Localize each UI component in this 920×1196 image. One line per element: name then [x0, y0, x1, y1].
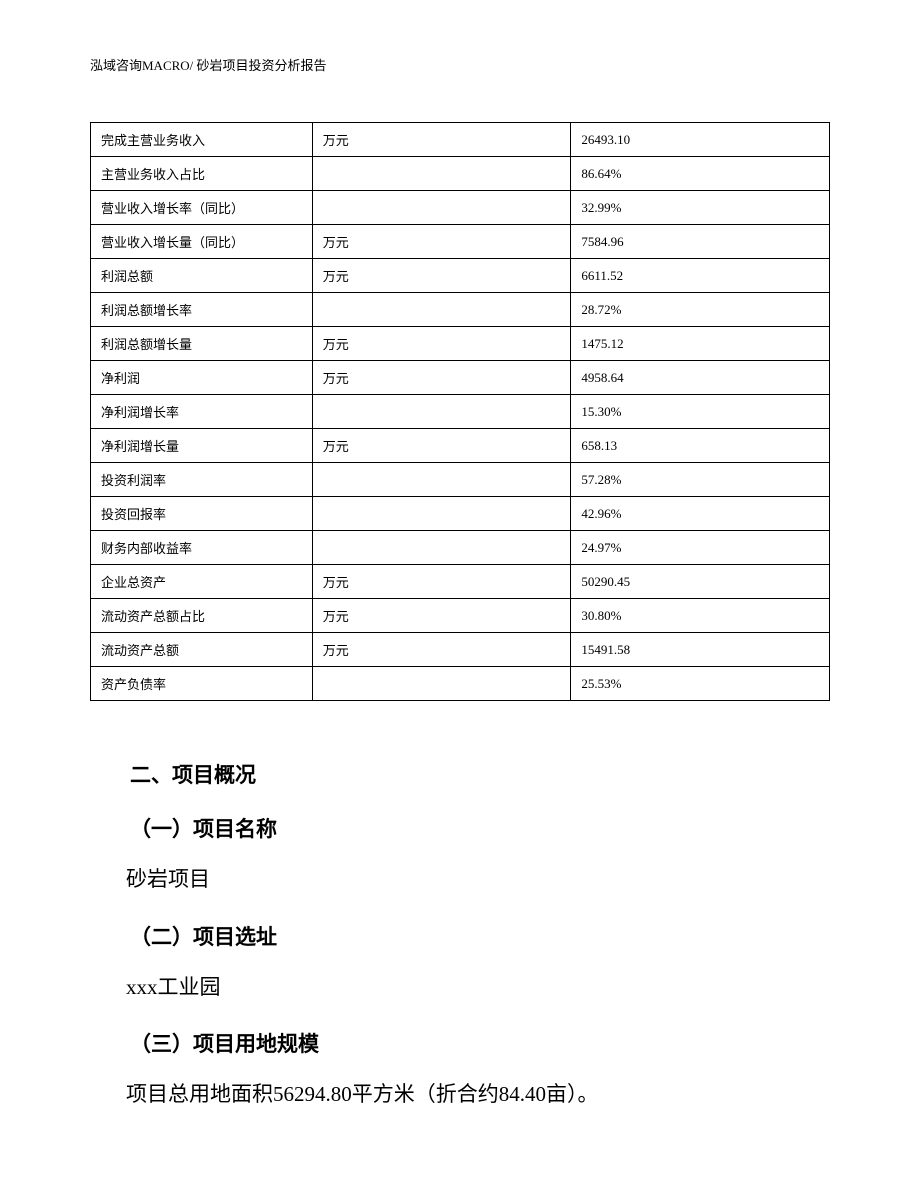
table-body: 完成主营业务收入 万元 26493.10 主营业务收入占比 86.64% 营业收… [91, 123, 830, 701]
subsection-body-3: 项目总用地面积56294.80平方米（折合约84.40亩）。 [130, 1078, 830, 1112]
subsection-title-2: （二）项目选址 [130, 921, 830, 951]
row-label: 净利润增长量 [91, 429, 313, 463]
subsection-body-1: 砂岩项目 [130, 863, 830, 897]
table-row: 营业收入增长率（同比） 32.99% [91, 191, 830, 225]
row-unit: 万元 [312, 633, 571, 667]
row-value: 6611.52 [571, 259, 830, 293]
subsection-title-1: （一）项目名称 [130, 813, 830, 843]
row-unit [312, 395, 571, 429]
row-unit [312, 531, 571, 565]
table-row: 完成主营业务收入 万元 26493.10 [91, 123, 830, 157]
table-row: 资产负债率 25.53% [91, 667, 830, 701]
row-unit: 万元 [312, 565, 571, 599]
row-unit [312, 463, 571, 497]
content-section: 二、项目概况 （一）项目名称 砂岩项目 （二）项目选址 xxx工业园 （三）项目… [90, 759, 830, 1112]
row-value: 1475.12 [571, 327, 830, 361]
table-row: 净利润增长率 15.30% [91, 395, 830, 429]
row-label: 利润总额 [91, 259, 313, 293]
row-value: 26493.10 [571, 123, 830, 157]
row-label: 流动资产总额占比 [91, 599, 313, 633]
table-row: 财务内部收益率 24.97% [91, 531, 830, 565]
row-label: 投资利润率 [91, 463, 313, 497]
row-unit: 万元 [312, 123, 571, 157]
section-title: 二、项目概况 [130, 759, 830, 789]
row-unit [312, 293, 571, 327]
table-row: 净利润 万元 4958.64 [91, 361, 830, 395]
page-header: 泓域咨询MACRO/ 砂岩项目投资分析报告 [90, 55, 830, 74]
row-value: 7584.96 [571, 225, 830, 259]
subsection-body-2: xxx工业园 [130, 971, 830, 1005]
row-unit [312, 497, 571, 531]
table-row: 主营业务收入占比 86.64% [91, 157, 830, 191]
table-row: 利润总额 万元 6611.52 [91, 259, 830, 293]
table-row: 流动资产总额 万元 15491.58 [91, 633, 830, 667]
row-label: 企业总资产 [91, 565, 313, 599]
row-label: 净利润增长率 [91, 395, 313, 429]
row-label: 资产负债率 [91, 667, 313, 701]
row-label: 完成主营业务收入 [91, 123, 313, 157]
row-unit: 万元 [312, 225, 571, 259]
row-unit: 万元 [312, 361, 571, 395]
row-value: 4958.64 [571, 361, 830, 395]
row-value: 15491.58 [571, 633, 830, 667]
table-row: 利润总额增长量 万元 1475.12 [91, 327, 830, 361]
row-label: 利润总额增长量 [91, 327, 313, 361]
table-row: 净利润增长量 万元 658.13 [91, 429, 830, 463]
row-unit [312, 157, 571, 191]
row-label: 利润总额增长率 [91, 293, 313, 327]
row-value: 25.53% [571, 667, 830, 701]
row-value: 658.13 [571, 429, 830, 463]
row-value: 32.99% [571, 191, 830, 225]
subsection-title-3: （三）项目用地规模 [130, 1028, 830, 1058]
row-value: 42.96% [571, 497, 830, 531]
row-unit: 万元 [312, 429, 571, 463]
row-label: 流动资产总额 [91, 633, 313, 667]
row-value: 24.97% [571, 531, 830, 565]
financial-data-table: 完成主营业务收入 万元 26493.10 主营业务收入占比 86.64% 营业收… [90, 122, 830, 701]
table-row: 流动资产总额占比 万元 30.80% [91, 599, 830, 633]
table-row: 利润总额增长率 28.72% [91, 293, 830, 327]
table-row: 企业总资产 万元 50290.45 [91, 565, 830, 599]
table-row: 投资回报率 42.96% [91, 497, 830, 531]
page-container: 泓域咨询MACRO/ 砂岩项目投资分析报告 完成主营业务收入 万元 26493.… [0, 0, 920, 1196]
row-value: 57.28% [571, 463, 830, 497]
row-value: 50290.45 [571, 565, 830, 599]
row-value: 86.64% [571, 157, 830, 191]
row-value: 28.72% [571, 293, 830, 327]
row-label: 投资回报率 [91, 497, 313, 531]
table-row: 营业收入增长量（同比） 万元 7584.96 [91, 225, 830, 259]
row-value: 30.80% [571, 599, 830, 633]
row-unit: 万元 [312, 327, 571, 361]
row-unit: 万元 [312, 599, 571, 633]
header-text: 泓域咨询MACRO/ 砂岩项目投资分析报告 [90, 58, 327, 73]
row-unit [312, 191, 571, 225]
row-label: 营业收入增长量（同比） [91, 225, 313, 259]
row-label: 净利润 [91, 361, 313, 395]
row-label: 主营业务收入占比 [91, 157, 313, 191]
row-label: 营业收入增长率（同比） [91, 191, 313, 225]
table-row: 投资利润率 57.28% [91, 463, 830, 497]
row-label: 财务内部收益率 [91, 531, 313, 565]
row-unit: 万元 [312, 259, 571, 293]
row-value: 15.30% [571, 395, 830, 429]
row-unit [312, 667, 571, 701]
